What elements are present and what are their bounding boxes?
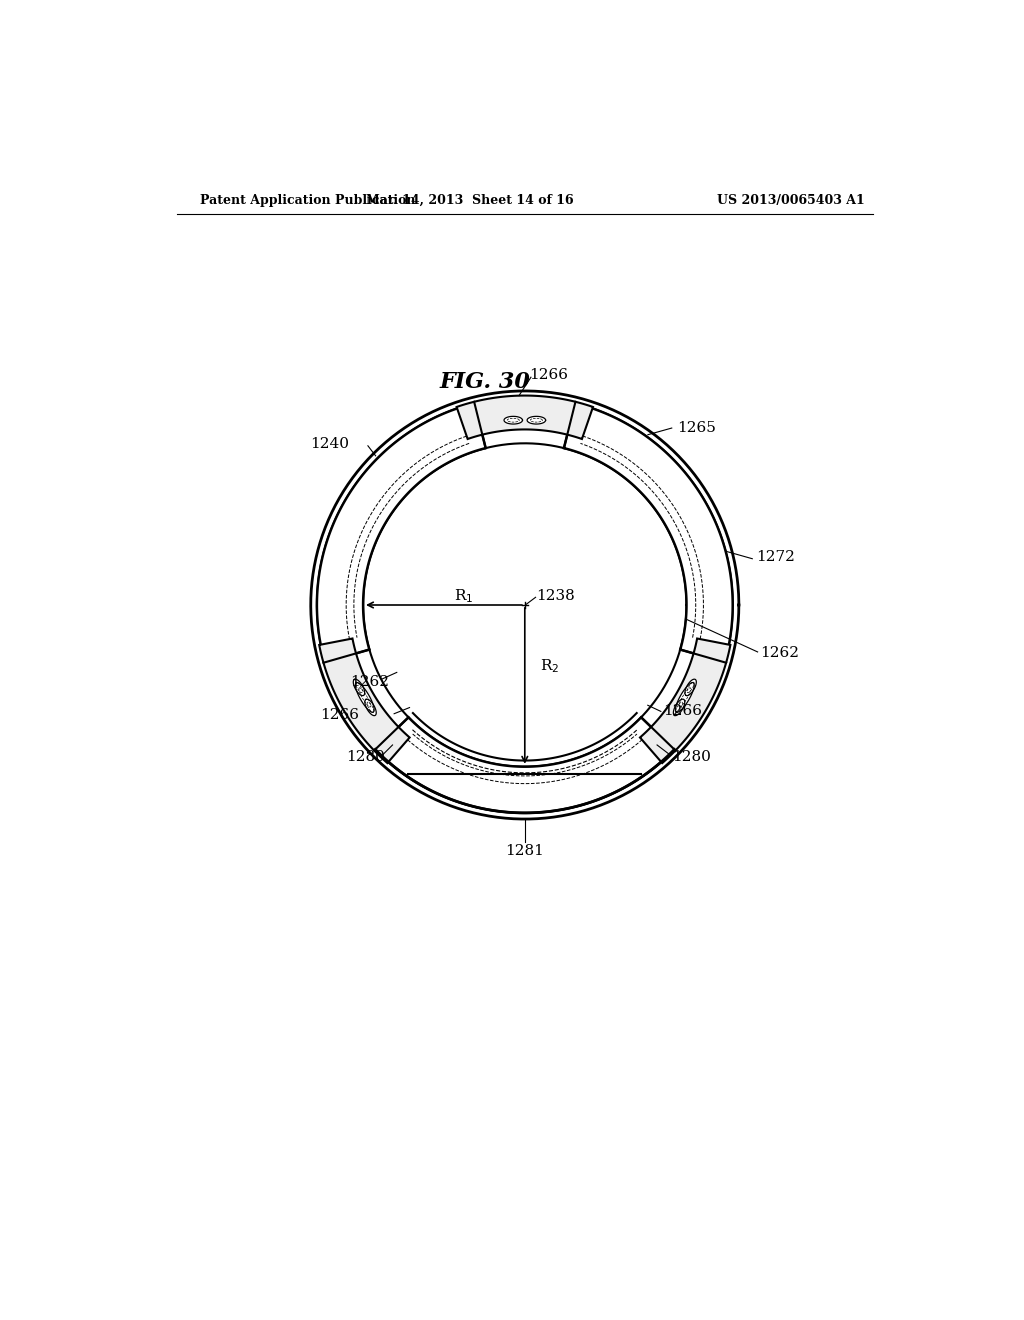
Polygon shape <box>674 700 685 715</box>
Polygon shape <box>527 416 546 424</box>
Text: 1266: 1266 <box>321 709 359 722</box>
Text: 1240: 1240 <box>309 437 348 451</box>
Text: R$_2$: R$_2$ <box>541 657 559 676</box>
Text: 1280: 1280 <box>346 750 385 763</box>
Text: 1281: 1281 <box>506 843 544 858</box>
Polygon shape <box>365 700 376 715</box>
Polygon shape <box>564 404 733 663</box>
Polygon shape <box>355 682 374 713</box>
Text: FIG. 30: FIG. 30 <box>439 371 530 393</box>
Polygon shape <box>504 416 522 424</box>
Text: 1280: 1280 <box>673 750 712 763</box>
Polygon shape <box>640 639 730 763</box>
Text: 1238: 1238 <box>537 589 575 603</box>
Text: 1262: 1262 <box>760 647 799 660</box>
Polygon shape <box>316 404 485 663</box>
Polygon shape <box>375 717 675 813</box>
Polygon shape <box>319 639 410 763</box>
Text: 1266: 1266 <box>664 705 702 718</box>
Text: 1272: 1272 <box>756 550 795 564</box>
Text: 1265: 1265 <box>677 421 716 436</box>
Text: 1266: 1266 <box>528 368 567 381</box>
Text: Patent Application Publication: Patent Application Publication <box>200 194 416 207</box>
Polygon shape <box>685 680 696 696</box>
Text: Mar. 14, 2013  Sheet 14 of 16: Mar. 14, 2013 Sheet 14 of 16 <box>366 194 573 207</box>
Text: 1262: 1262 <box>350 675 389 689</box>
Text: US 2013/0065403 A1: US 2013/0065403 A1 <box>718 194 865 207</box>
Polygon shape <box>676 682 694 713</box>
Text: R$_1$: R$_1$ <box>454 587 473 605</box>
Polygon shape <box>353 680 365 696</box>
Polygon shape <box>457 396 593 440</box>
